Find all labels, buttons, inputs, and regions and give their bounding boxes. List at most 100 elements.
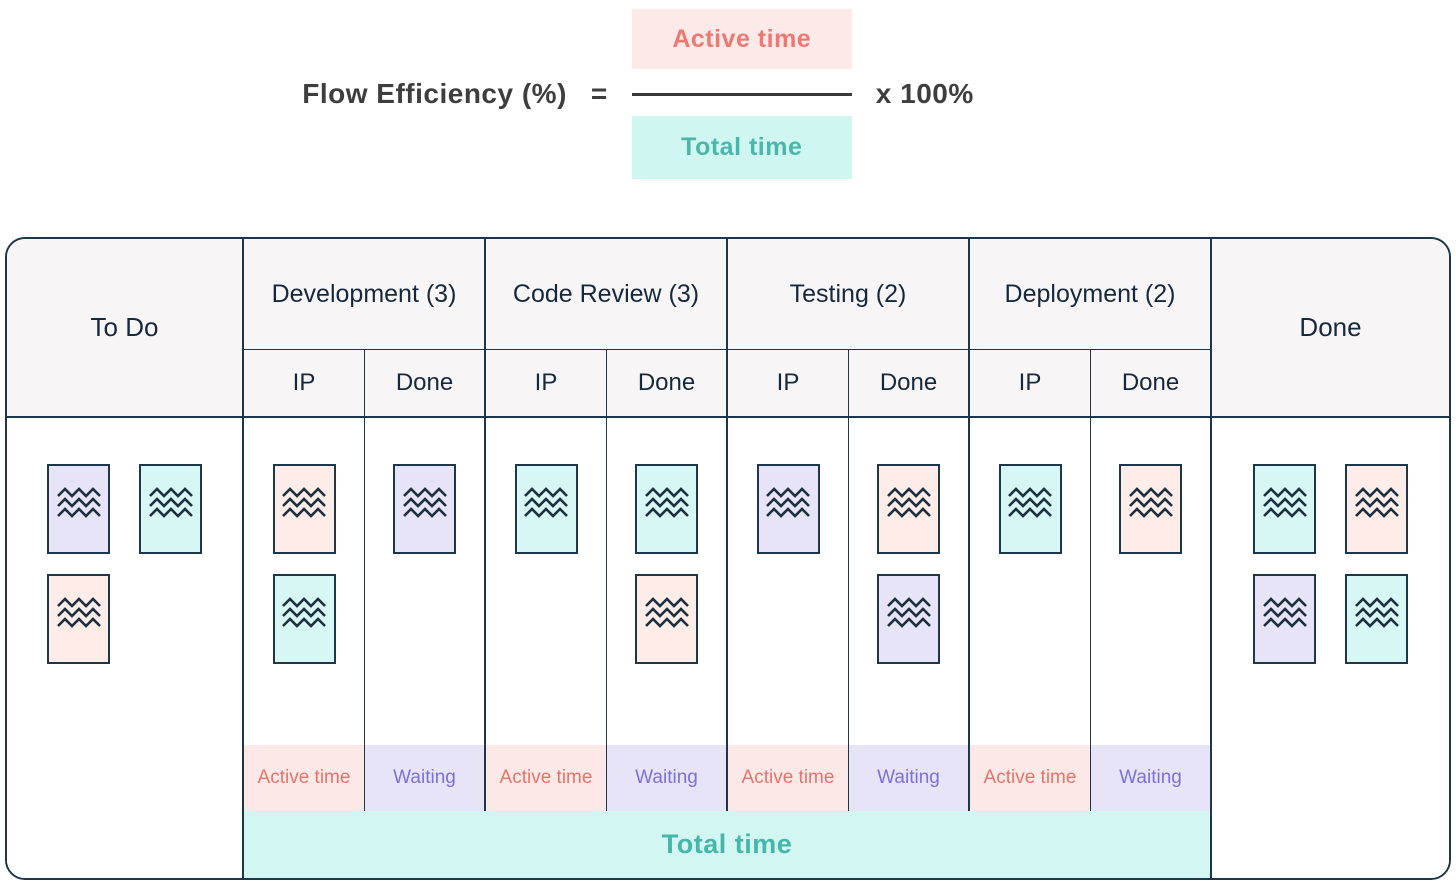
- card-row: [877, 574, 940, 664]
- zigzag-lines-icon: [1262, 597, 1307, 628]
- subcolumn-header-code-review-done: Done: [607, 350, 728, 418]
- card-row: [1253, 574, 1408, 664]
- card-row: [877, 464, 940, 554]
- task-card-cyan: [635, 464, 698, 554]
- todo-cards: [47, 418, 202, 664]
- card-row: [393, 464, 456, 554]
- zigzag-lines-icon: [1128, 487, 1173, 518]
- card-row: [756, 464, 820, 554]
- zigzag-lines-icon: [766, 487, 810, 518]
- kanban-board: To Do Development (3) Code Review (3) Te…: [5, 237, 1451, 880]
- development-ip-cards: [272, 418, 336, 664]
- task-card-cyan: [139, 464, 202, 554]
- zigzag-lines-icon: [1008, 487, 1052, 518]
- task-card-cyan: [514, 464, 578, 554]
- fraction-numerator: Active time: [631, 9, 852, 69]
- subcolumn-body-deployment-ip: [970, 418, 1091, 745]
- testing-done-cards: [877, 418, 940, 664]
- equals-sign: =: [590, 78, 608, 109]
- subcolumn-header-code-review-ip: IP: [486, 350, 607, 418]
- column-header-testing: Testing (2): [728, 239, 970, 350]
- subcolumn-body-testing-done: [849, 418, 970, 745]
- subcolumn-body-development-ip: [244, 418, 365, 745]
- subcolumn-header-deployment-done: Done: [1091, 350, 1212, 418]
- strip-waiting-testing: Waiting: [849, 745, 970, 811]
- task-card-lavender: [47, 464, 110, 554]
- card-row: [514, 464, 578, 554]
- task-card-lavender: [756, 464, 820, 554]
- task-card-pink: [635, 574, 698, 664]
- task-card-lavender: [877, 574, 940, 664]
- subcolumn-header-deployment-ip: IP: [970, 350, 1091, 418]
- flow-efficiency-formula: Flow Efficiency (%) = Active time Total …: [0, 0, 1456, 188]
- zigzag-lines-icon: [1354, 597, 1399, 628]
- card-row: [272, 464, 336, 554]
- card-row: [1119, 464, 1182, 554]
- deployment-done-cards: [1119, 418, 1182, 554]
- zigzag-lines-icon: [886, 487, 931, 518]
- subcolumn-header-testing-ip: IP: [728, 350, 849, 418]
- strip-waiting-code-review: Waiting: [607, 745, 728, 811]
- code-review-ip-cards: [514, 418, 578, 554]
- code-review-done-cards: [635, 418, 698, 664]
- zigzag-lines-icon: [644, 597, 689, 628]
- strip-active-development: Active time: [244, 745, 365, 811]
- zigzag-lines-icon: [524, 487, 568, 518]
- zigzag-lines-icon: [886, 597, 931, 628]
- task-card-cyan: [1345, 574, 1408, 664]
- fraction-bar: [631, 93, 852, 96]
- fraction-denominator: Total time: [631, 116, 852, 179]
- strip-waiting-development: Waiting: [365, 745, 486, 811]
- task-card-pink: [1345, 464, 1408, 554]
- subcolumn-body-deployment-done: [1091, 418, 1212, 745]
- subcolumn-header-development-done: Done: [365, 350, 486, 418]
- zigzag-lines-icon: [1354, 487, 1399, 518]
- card-row: [47, 574, 110, 664]
- column-body-todo: [7, 418, 244, 878]
- task-card-cyan: [998, 464, 1062, 554]
- strip-active-testing: Active time: [728, 745, 849, 811]
- task-card-lavender: [1253, 574, 1316, 664]
- formula-multiplier: x 100%: [875, 78, 974, 109]
- testing-ip-cards: [756, 418, 820, 554]
- task-card-cyan: [1253, 464, 1316, 554]
- zigzag-lines-icon: [56, 597, 101, 628]
- zigzag-lines-icon: [56, 487, 101, 518]
- zigzag-lines-icon: [644, 487, 689, 518]
- strip-active-code-review: Active time: [486, 745, 607, 811]
- zigzag-lines-icon: [282, 597, 326, 628]
- subcolumn-header-development-ip: IP: [244, 350, 365, 418]
- column-header-todo: To Do: [7, 239, 244, 418]
- card-row: [998, 464, 1062, 554]
- subcolumn-body-code-review-done: [607, 418, 728, 745]
- zigzag-lines-icon: [282, 487, 326, 518]
- card-row: [47, 464, 202, 554]
- zigzag-lines-icon: [148, 487, 193, 518]
- formula-label: Flow Efficiency (%): [302, 78, 567, 109]
- task-card-pink: [877, 464, 940, 554]
- deployment-ip-cards: [998, 418, 1062, 554]
- column-header-development: Development (3): [244, 239, 486, 350]
- column-body-done: [1212, 418, 1449, 878]
- subcolumn-body-testing-ip: [728, 418, 849, 745]
- card-row: [635, 464, 698, 554]
- formula-fraction: Active time Total time: [631, 9, 852, 179]
- total-time-bar: Total time: [244, 811, 1212, 878]
- task-card-pink: [272, 464, 336, 554]
- column-header-done: Done: [1212, 239, 1449, 418]
- development-done-cards: [393, 418, 456, 554]
- task-card-lavender: [393, 464, 456, 554]
- subcolumn-body-development-done: [365, 418, 486, 745]
- task-card-pink: [47, 574, 110, 664]
- strip-waiting-deployment: Waiting: [1091, 745, 1212, 811]
- card-row: [272, 574, 336, 664]
- task-card-pink: [1119, 464, 1182, 554]
- task-card-cyan: [272, 574, 336, 664]
- done-cards: [1253, 418, 1408, 664]
- card-row: [635, 574, 698, 664]
- strip-active-deployment: Active time: [970, 745, 1091, 811]
- subcolumn-body-code-review-ip: [486, 418, 607, 745]
- column-header-deployment: Deployment (2): [970, 239, 1212, 350]
- zigzag-lines-icon: [402, 487, 447, 518]
- card-row: [1253, 464, 1408, 554]
